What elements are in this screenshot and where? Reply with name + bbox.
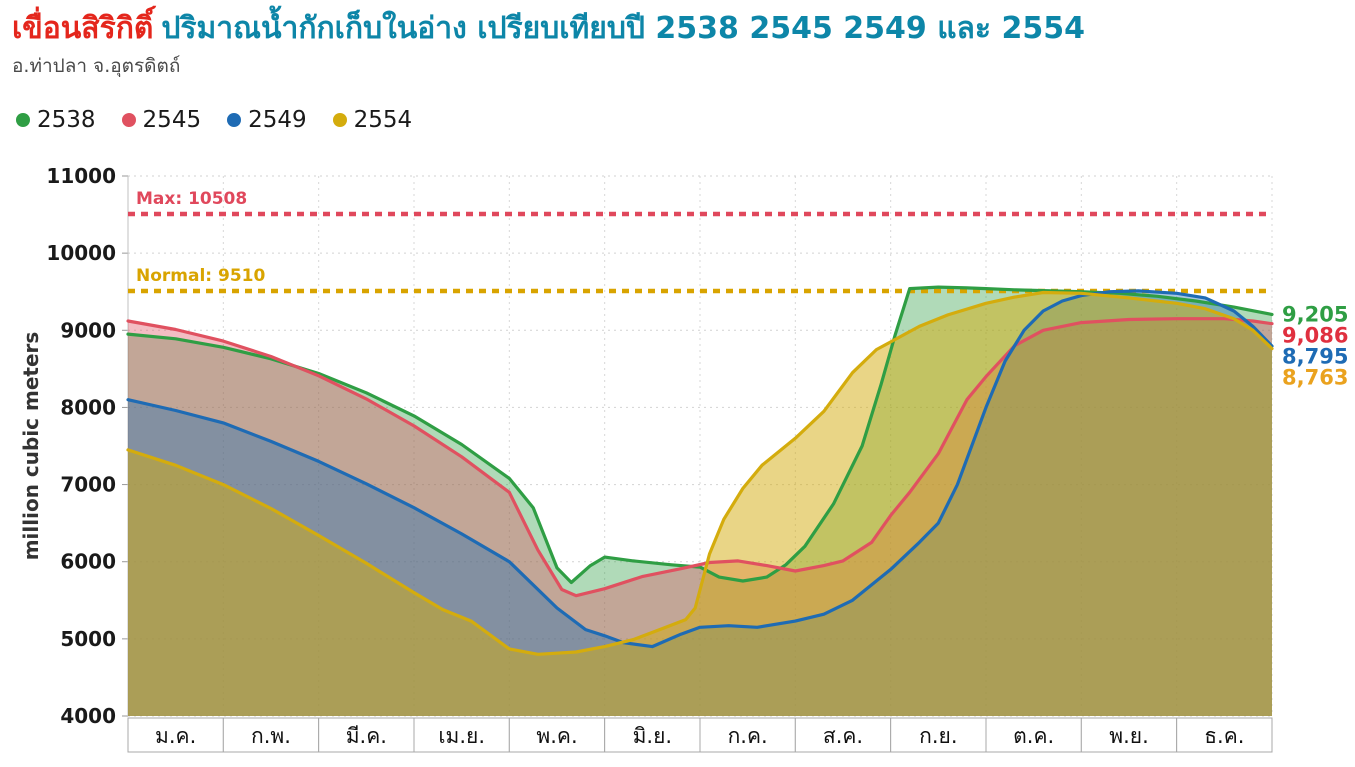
title-description: ปริมาณน้ำกักเก็บในอ่าง เปรียบเทียบปี 253… <box>161 11 1085 46</box>
end-value-label-2538: 9,205 <box>1282 302 1348 326</box>
month-cell <box>794 717 892 753</box>
reference-line-label-1: Normal: 9510 <box>136 266 266 286</box>
month-cell <box>508 717 606 753</box>
month-cell <box>1176 717 1273 753</box>
month-label: เม.ย. <box>438 724 485 748</box>
end-value-label-2549: 8,795 <box>1282 344 1348 368</box>
y-tick-label: 11000 <box>46 164 116 188</box>
y-tick-label: 10000 <box>46 241 116 265</box>
series-line-2549 <box>126 289 1274 649</box>
legend-dot-2554-icon <box>332 112 347 127</box>
legend-label-2554: 2554 <box>353 106 413 133</box>
legend-item-2549[interactable]: 2549 <box>227 107 307 133</box>
end-value-label-2554: 8,763 <box>1282 365 1348 389</box>
y-axis-title: million cubic meters <box>19 331 43 561</box>
month-cell <box>890 717 987 753</box>
month-label: มิ.ย. <box>633 724 673 748</box>
reference-line-label-0: Max: 10508 <box>136 189 247 209</box>
month-label: ธ.ค. <box>1204 724 1244 748</box>
month-label: ต.ค. <box>1013 724 1054 748</box>
month-cell <box>604 717 701 753</box>
legend-dot-2545-icon <box>121 112 136 127</box>
month-cell <box>413 717 510 753</box>
page-title: เขื่อนสิริกิติ์ ปริมาณน้ำกักเก็บในอ่าง เป… <box>12 11 1355 47</box>
month-label: ก.ค. <box>728 724 768 748</box>
y-tick-label: 6000 <box>60 550 116 574</box>
month-cell <box>318 717 415 753</box>
series-area-2554 <box>128 292 1272 716</box>
month-label: ม.ค. <box>155 724 196 748</box>
month-cell <box>222 717 320 753</box>
legend-dot-2538-icon <box>16 112 30 127</box>
month-cell <box>127 717 224 753</box>
month-label: ก.พ. <box>251 724 291 748</box>
month-label: พ.ย. <box>1109 724 1149 748</box>
month-cell <box>699 717 796 753</box>
legend-label-2538: 2538 <box>37 106 96 133</box>
series-line-2538 <box>126 285 1274 585</box>
legend-label-2545: 2545 <box>142 106 202 133</box>
series-line-2554 <box>126 290 1274 656</box>
legend-dot-2549-icon <box>227 112 242 127</box>
month-label: ก.ย. <box>919 724 957 748</box>
month-label: มี.ค. <box>346 724 387 748</box>
title-dam-name: เขื่อนสิริกิติ์ <box>12 11 154 46</box>
end-value-label-2545: 9,086 <box>1282 323 1348 347</box>
series-line-2545 <box>126 317 1274 598</box>
y-tick-label: 7000 <box>60 473 116 497</box>
legend-item-2545[interactable]: 2545 <box>121 106 202 133</box>
subtitle-location: อ.ท่าปลา จ.อุตรดิตถ์ <box>12 54 181 77</box>
y-tick-label: 9000 <box>60 318 116 342</box>
legend-label-2549: 2549 <box>248 106 307 133</box>
month-cell <box>1080 717 1178 753</box>
y-tick-label: 8000 <box>60 395 116 419</box>
month-label: พ.ค. <box>536 724 577 748</box>
month-label: ส.ค. <box>823 724 863 748</box>
legend-item-2554[interactable]: 2554 <box>332 106 413 133</box>
y-tick-label: 4000 <box>60 704 116 728</box>
header: เขื่อนสิริกิติ์ ปริมาณน้ำกักเก็บในอ่าง เป… <box>0 0 1355 81</box>
legend-item-2538[interactable]: 2538 <box>16 107 96 133</box>
legend: 2538 2545 2549 2554 <box>16 107 1355 133</box>
y-tick-label: 5000 <box>60 627 116 651</box>
